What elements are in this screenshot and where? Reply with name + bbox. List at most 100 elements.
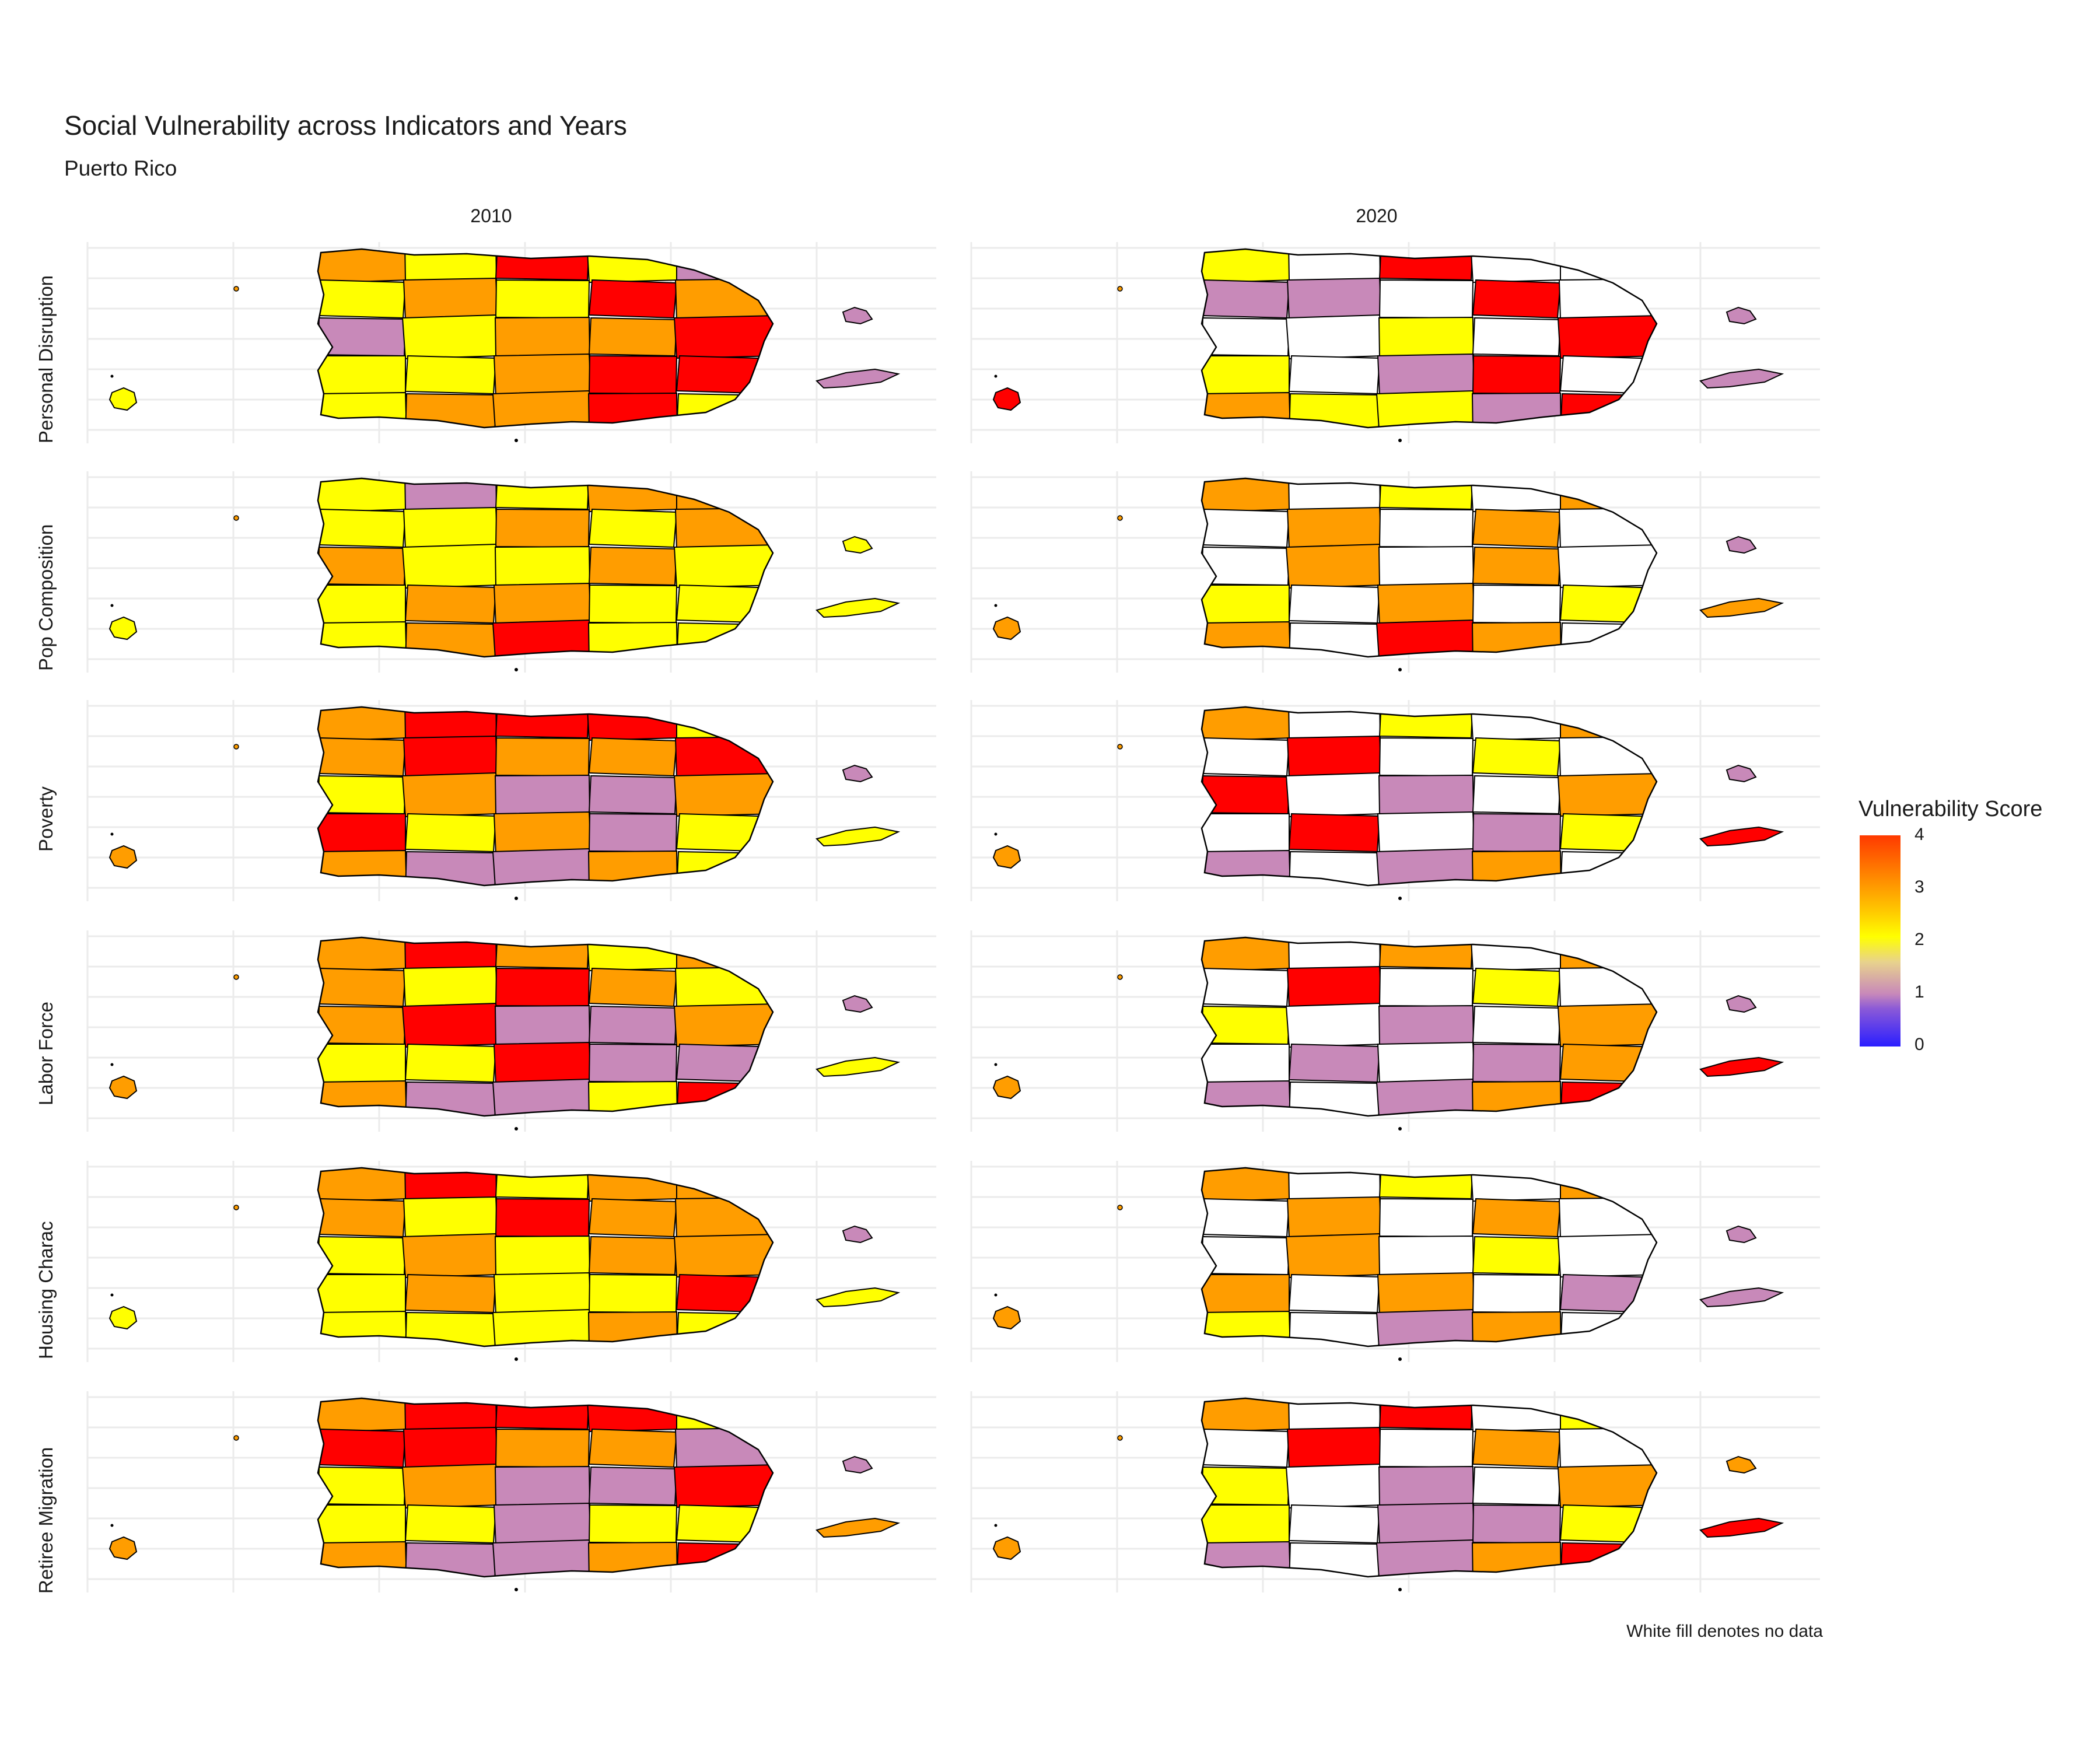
municipality-shape [1472,1043,1562,1083]
main-island-outline [317,706,774,887]
municipality-shape [588,279,678,319]
municipality-shape [673,1233,773,1278]
municipality-shape [588,1273,678,1314]
municipality-shape [494,1235,591,1276]
municipality-shape [1472,1504,1562,1544]
municipality-shape [1377,582,1476,626]
municipality-shape [1378,279,1474,319]
map-panel-2010-0 [86,242,936,443]
culebra-island [1726,995,1757,1013]
vieques-island [816,1287,901,1308]
municipality-shape [1559,584,1657,624]
municipality-shape [1558,736,1657,778]
municipality-shape [1288,1542,1381,1577]
municipality-shape [402,965,499,1009]
municipality-shape [674,1196,773,1239]
municipality-shape [1202,737,1290,777]
municipality-shape [587,1080,678,1116]
vieques-island [1699,368,1784,389]
municipality-shape [1382,892,1473,895]
culebra-island [842,764,873,783]
municipality-shape [1378,1198,1474,1238]
municipality-shape [318,1398,410,1433]
municipality-shape [1202,1398,1293,1433]
municipality-shape [404,850,497,886]
municipality-shape [1472,584,1562,624]
municipality-shape [1288,1311,1381,1346]
municipality-shape [587,392,678,428]
monito-islet [110,604,114,607]
main-island-outline [317,248,774,429]
municipality-shape [588,1043,678,1083]
municipality-shape [673,544,773,589]
municipality-shape [1559,1043,1657,1083]
mona-island [992,616,1021,640]
municipality-shape [1199,662,1289,664]
municipality-shape [494,1465,591,1507]
map-panel-2010-5 [86,1391,936,1592]
map-panel-2010-4 [86,1161,936,1362]
main-island-outline [317,1397,774,1578]
municipality-shape [495,1428,590,1468]
municipality-shape [674,507,773,550]
monito-islet [994,832,998,836]
vieques-island [816,597,901,618]
municipality-shape [588,1005,678,1045]
desecheo-island [233,1205,239,1210]
municipality-shape [498,1123,589,1125]
mona-island [108,845,138,869]
municipality-shape [318,967,407,1007]
vieques-island [1699,1517,1784,1538]
monito-islet [994,1524,998,1527]
municipality-shape [1557,314,1657,359]
municipality-shape [1378,737,1474,777]
municipality-shape [674,736,773,778]
municipality-shape [587,433,677,435]
vieques-island [1699,1056,1784,1077]
mona-island [108,1306,138,1330]
municipality-group [1202,937,1657,1116]
municipality-shape [587,891,677,892]
municipality-shape [316,890,405,892]
legend-title: Vulnerability Score [1859,797,2043,821]
municipality-shape [1378,1005,1475,1046]
caption: White fill denotes no data [1626,1622,1823,1641]
municipality-shape [1202,707,1293,742]
municipality-shape [587,662,677,664]
desecheo-island [233,744,239,750]
municipality-shape [402,1196,499,1240]
municipality-shape [498,892,589,895]
culebra-island [842,1225,873,1244]
legend-tick-1: 1 [1915,982,1924,1002]
legend-color-bar [1860,835,1901,1046]
municipality-shape [318,1044,406,1083]
municipality-shape [588,1466,678,1506]
mona-island [992,387,1021,411]
municipality-shape [1382,1353,1473,1356]
vieques-island [1699,1287,1784,1308]
main-island-outline [317,936,774,1117]
municipality-shape [677,1353,776,1354]
municipality-shape [1199,1351,1289,1353]
municipality-shape [674,278,773,320]
municipality-shape [1202,355,1290,394]
caja-de-muertos-islet [514,897,518,900]
municipality-shape [404,1273,497,1314]
municipality-shape [1469,1398,1564,1433]
municipality-shape [404,355,497,395]
municipality-shape [1472,813,1562,853]
municipality-shape [1559,355,1657,395]
municipality-shape [676,584,773,624]
desecheo-island [233,286,239,292]
municipality-shape [1202,478,1293,513]
municipality-shape [318,249,410,284]
municipality-shape [1286,506,1382,550]
municipality-shape [493,353,592,397]
municipality-shape [587,1352,677,1353]
municipality-shape [588,546,678,586]
culebra-island [1726,1455,1757,1474]
culebra-island [842,995,873,1013]
municipality-shape [1471,1582,1560,1584]
municipality-shape [1286,735,1382,779]
municipality-shape [494,774,591,816]
